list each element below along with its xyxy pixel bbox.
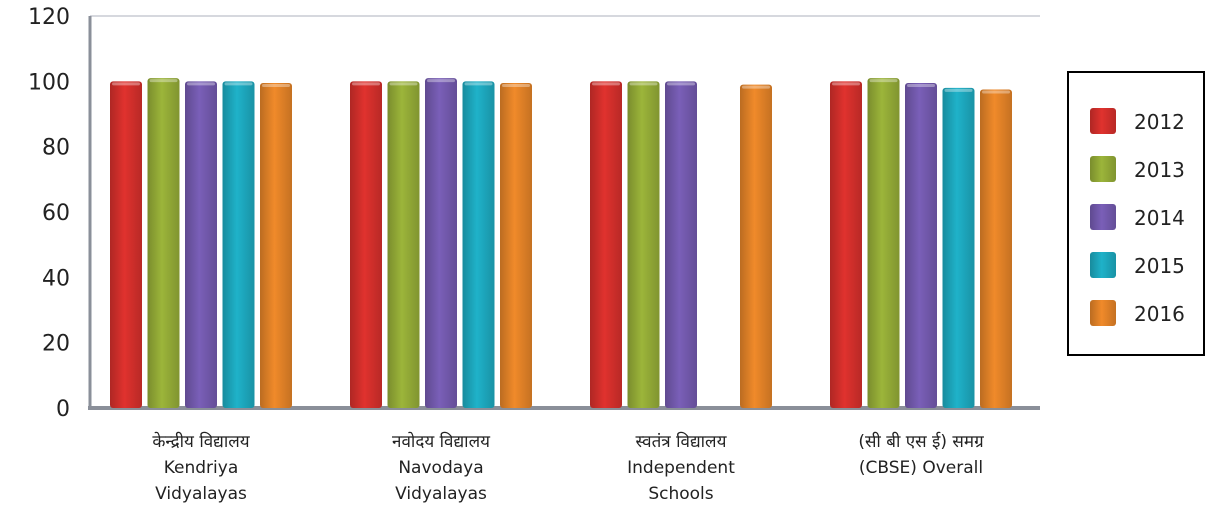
bar-2012-cat1 bbox=[110, 81, 142, 408]
y-tick-label: 60 bbox=[42, 201, 70, 226]
bar-2014-cat3 bbox=[665, 81, 697, 408]
bar-highlight bbox=[832, 82, 860, 86]
bar-2016-cat3 bbox=[740, 84, 772, 408]
bar-2013-cat3 bbox=[627, 81, 660, 408]
bar-highlight bbox=[502, 83, 530, 87]
bar-highlight bbox=[224, 82, 253, 86]
bar-highlight bbox=[667, 82, 695, 86]
category-label-2-line2: Navodaya bbox=[398, 458, 483, 478]
bar-highlight bbox=[629, 82, 658, 86]
y-tick-label: 120 bbox=[28, 5, 70, 30]
bar-2013-cat2 bbox=[387, 81, 420, 408]
category-label-3-line2: Independent bbox=[627, 458, 735, 478]
bar-highlight bbox=[187, 82, 215, 86]
y-tick-label: 80 bbox=[42, 136, 70, 161]
bar-2014-cat4 bbox=[905, 82, 937, 408]
category-label-2-line1: नवोदय विद्यालय bbox=[392, 431, 491, 452]
bar-2016-cat1 bbox=[260, 82, 292, 408]
bar-highlight bbox=[982, 90, 1010, 94]
category-label-4-line1: (सी बी एस ई) समग्र bbox=[858, 431, 984, 452]
legend-label-2015: 2015 bbox=[1134, 254, 1185, 278]
legend-swatch-2016 bbox=[1090, 300, 1116, 326]
bar-2014-cat1 bbox=[185, 81, 217, 408]
category-label-3-line1: स्वतंत्र विद्यालय bbox=[636, 431, 728, 452]
y-tick-label: 100 bbox=[28, 70, 70, 95]
bar-2015-cat1 bbox=[222, 81, 255, 408]
category-label-2-line3: Vidyalayas bbox=[395, 484, 487, 504]
legend-label-2012: 2012 bbox=[1134, 110, 1185, 134]
legend: 2012 2013 2014 2015 2016 bbox=[1067, 71, 1205, 356]
legend-swatch-2013 bbox=[1090, 156, 1116, 182]
category-label-4-line2: (CBSE) Overall bbox=[859, 458, 983, 478]
bar-2016-cat4 bbox=[980, 89, 1012, 408]
legend-label-2016: 2016 bbox=[1134, 302, 1185, 326]
bar-2015-cat4 bbox=[942, 87, 975, 408]
legend-swatch-2015 bbox=[1090, 252, 1116, 278]
bar-highlight bbox=[907, 83, 935, 87]
bar-highlight bbox=[352, 82, 380, 86]
category-label-3-line3: Schools bbox=[648, 484, 713, 504]
bar-2015-cat2 bbox=[462, 81, 495, 408]
bar-2012-cat4 bbox=[830, 81, 862, 408]
category-label-1-line2: Kendriya bbox=[164, 458, 239, 478]
legend-swatch-2012 bbox=[1090, 108, 1116, 134]
bar-highlight bbox=[742, 85, 770, 89]
bar-highlight bbox=[389, 82, 418, 86]
category-label-1-line3: Vidyalayas bbox=[155, 484, 247, 504]
y-tick-label: 0 bbox=[56, 397, 70, 422]
bar-2013-cat1 bbox=[147, 78, 180, 409]
bar-2016-cat2 bbox=[500, 82, 532, 408]
bar-2012-cat3 bbox=[590, 81, 622, 408]
legend-label-2013: 2013 bbox=[1134, 158, 1185, 182]
bar-highlight bbox=[262, 83, 290, 87]
bar-highlight bbox=[427, 79, 455, 83]
bar-2014-cat2 bbox=[425, 78, 457, 409]
legend-swatch-2014 bbox=[1090, 204, 1116, 230]
bar-highlight bbox=[944, 88, 973, 92]
bar-highlight bbox=[464, 82, 493, 86]
bar-highlight bbox=[149, 79, 178, 83]
category-label-1-line1: केन्द्रीय विद्यालय bbox=[152, 431, 250, 452]
y-tick-label: 40 bbox=[42, 266, 70, 291]
legend-label-2014: 2014 bbox=[1134, 206, 1185, 230]
bar-highlight bbox=[592, 82, 620, 86]
bar-2013-cat4 bbox=[867, 78, 900, 409]
y-tick-label: 20 bbox=[42, 332, 70, 357]
bar-highlight bbox=[112, 82, 140, 86]
bar-2012-cat2 bbox=[350, 81, 382, 408]
bar-highlight bbox=[869, 79, 898, 83]
